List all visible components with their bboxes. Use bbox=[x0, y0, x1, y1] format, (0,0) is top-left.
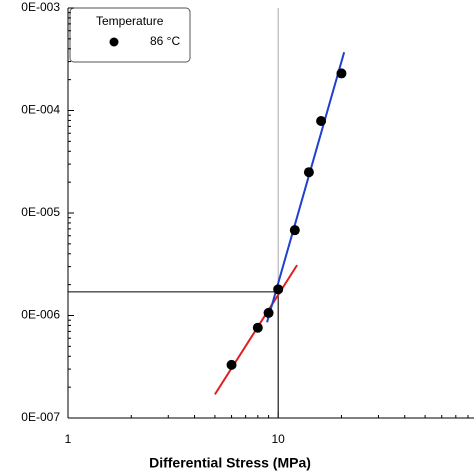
x-tick-label: 10 bbox=[272, 432, 286, 446]
data-point bbox=[263, 307, 274, 318]
data-point bbox=[316, 115, 327, 126]
legend-marker bbox=[109, 37, 119, 47]
data-point bbox=[252, 322, 263, 333]
data-point bbox=[226, 359, 237, 370]
y-tick-label: 0E-006 bbox=[21, 308, 60, 322]
data-point bbox=[289, 225, 300, 236]
legend-label: 86 °C bbox=[150, 34, 180, 48]
x-tick-label: 1 bbox=[65, 432, 72, 446]
y-tick-label: 0E-005 bbox=[21, 205, 60, 219]
legend-box bbox=[69, 7, 191, 63]
x-axis-label: Differential Stress (MPa) bbox=[149, 455, 311, 471]
data-point bbox=[273, 284, 284, 295]
data-point bbox=[336, 68, 347, 79]
y-tick-label: 0E-004 bbox=[21, 103, 60, 117]
fit-line bbox=[266, 51, 346, 323]
y-tick-label: 0E-007 bbox=[21, 410, 60, 424]
legend-title: Temperature bbox=[96, 14, 164, 28]
y-tick-label: 0E-003 bbox=[21, 0, 60, 14]
data-point bbox=[303, 167, 314, 178]
